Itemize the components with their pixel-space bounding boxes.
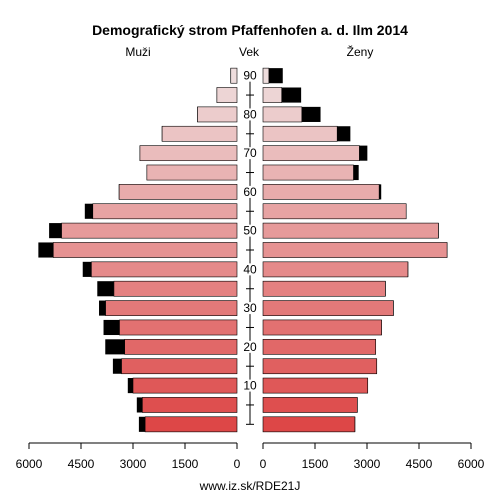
x-tick-label-left: 1500 — [172, 457, 199, 471]
female-bar-65-69 — [262, 164, 354, 181]
age-tick-label-bg — [240, 69, 260, 82]
male-extra-bar-15-19 — [112, 358, 122, 374]
x-tick-label-left: 4500 — [68, 457, 95, 471]
male-bar-30-34 — [105, 300, 238, 316]
female-extra-bar-75-79 — [337, 126, 351, 142]
female-bar-45-49 — [262, 242, 448, 258]
male-bar-25-29 — [119, 319, 238, 336]
age-axis: 10 20 30 40 50 60 70 80 90 — [240, 69, 260, 425]
age-tick-label: 80 — [243, 107, 257, 121]
age-tick-label: 70 — [243, 146, 257, 160]
male-extra-bar-10-14 — [127, 378, 133, 394]
male-extra-bar-55-59 — [84, 203, 93, 219]
age-tick-label: 60 — [243, 185, 257, 199]
age-tick-label-bg — [240, 340, 260, 353]
female-extra-bar-80-84 — [301, 106, 321, 122]
x-tick-label-right: 1500 — [302, 457, 329, 471]
female-bar-50-54 — [262, 222, 439, 239]
female-extra-bar-60-64 — [379, 184, 382, 200]
female-bar-40-44 — [262, 261, 409, 278]
age-tick-label-bg — [240, 302, 260, 315]
male-extra-bar-35-39 — [97, 281, 114, 297]
x-axis-left: 6000 4500 3000 1500 0 — [16, 442, 241, 471]
age-tick-label: 30 — [243, 301, 257, 315]
age-tick-label-bg — [240, 147, 260, 160]
male-bar-5-9 — [142, 397, 238, 413]
age-tick-label-bg — [240, 263, 260, 276]
footer-source: www.iz.sk/RDE21J — [199, 479, 301, 493]
male-extra-bar-40-44 — [82, 261, 92, 277]
age-tick-label-bg — [240, 108, 260, 121]
age-tick-label: 10 — [243, 379, 257, 393]
male-bar-55-59 — [92, 203, 238, 220]
male-bars — [38, 67, 238, 433]
x-tick-label-right: 4500 — [406, 457, 433, 471]
male-bar-85-89 — [216, 87, 238, 103]
female-bar-90+ — [262, 67, 270, 84]
age-tick-label-bg — [240, 185, 260, 198]
female-bar-0-4 — [262, 416, 356, 433]
x-tick-label-right: 0 — [260, 457, 267, 471]
right-series-label: Ženy — [347, 44, 374, 59]
x-tick-label-right: 3000 — [354, 457, 381, 471]
male-extra-bar-25-29 — [103, 319, 120, 336]
male-extra-bar-30-34 — [99, 300, 106, 316]
female-extra-bar-85-89 — [281, 87, 302, 103]
age-tick-label-bg — [240, 224, 260, 237]
male-bar-50-54 — [61, 222, 238, 239]
age-tick-label: 90 — [243, 69, 257, 83]
female-bar-30-34 — [262, 300, 394, 316]
female-bars — [262, 67, 448, 433]
age-tick-label-bg — [240, 379, 260, 392]
female-bar-70-74 — [262, 145, 360, 162]
female-extra-bar-65-69 — [353, 164, 359, 181]
male-extra-bar-50-54 — [49, 223, 62, 239]
age-tick-label: 40 — [243, 262, 257, 276]
female-bar-75-79 — [262, 125, 338, 142]
female-bar-25-29 — [262, 319, 382, 336]
female-bar-20-24 — [262, 338, 376, 355]
female-bar-80-84 — [262, 106, 303, 123]
age-tick-label: 20 — [243, 340, 257, 354]
x-tick-label-left: 6000 — [16, 457, 43, 471]
male-extra-bar-20-24 — [105, 339, 125, 355]
male-bar-70-74 — [139, 145, 238, 162]
female-bar-35-39 — [262, 280, 386, 297]
male-bar-20-24 — [124, 338, 238, 355]
male-bar-15-19 — [121, 358, 238, 375]
female-bar-5-9 — [262, 397, 358, 413]
male-bar-75-79 — [161, 125, 238, 142]
male-extra-bar-45-49 — [38, 242, 54, 258]
age-tick-label: 50 — [243, 224, 257, 238]
male-bar-65-69 — [146, 164, 238, 181]
male-bar-90+ — [230, 67, 238, 84]
female-bar-15-19 — [262, 358, 378, 375]
male-bar-45-49 — [52, 242, 238, 258]
male-bar-40-44 — [91, 261, 238, 278]
male-bar-35-39 — [113, 280, 238, 297]
male-bar-0-4 — [144, 416, 238, 433]
male-bar-60-64 — [118, 184, 238, 200]
female-bar-55-59 — [262, 203, 407, 220]
x-axis-right: 0 1500 3000 4500 6000 — [260, 442, 485, 471]
left-series-label: Muži — [125, 45, 150, 59]
x-tick-label-left: 3000 — [120, 457, 147, 471]
male-bar-80-84 — [197, 106, 238, 123]
x-tick-label-right: 6000 — [458, 457, 485, 471]
male-extra-bar-0-4 — [138, 416, 146, 432]
female-extra-bar-70-74 — [359, 145, 368, 161]
center-axis-label: Vek — [239, 45, 260, 59]
female-bar-85-89 — [262, 87, 283, 103]
female-bar-60-64 — [262, 184, 380, 200]
male-extra-bar-5-9 — [136, 397, 143, 413]
male-bar-10-14 — [132, 377, 238, 394]
female-bar-10-14 — [262, 377, 368, 394]
chart-title: Demografický strom Pfaffenhofen a. d. Il… — [92, 22, 408, 38]
x-tick-label-left: 0 — [234, 457, 241, 471]
female-extra-bar-90+ — [268, 68, 283, 84]
